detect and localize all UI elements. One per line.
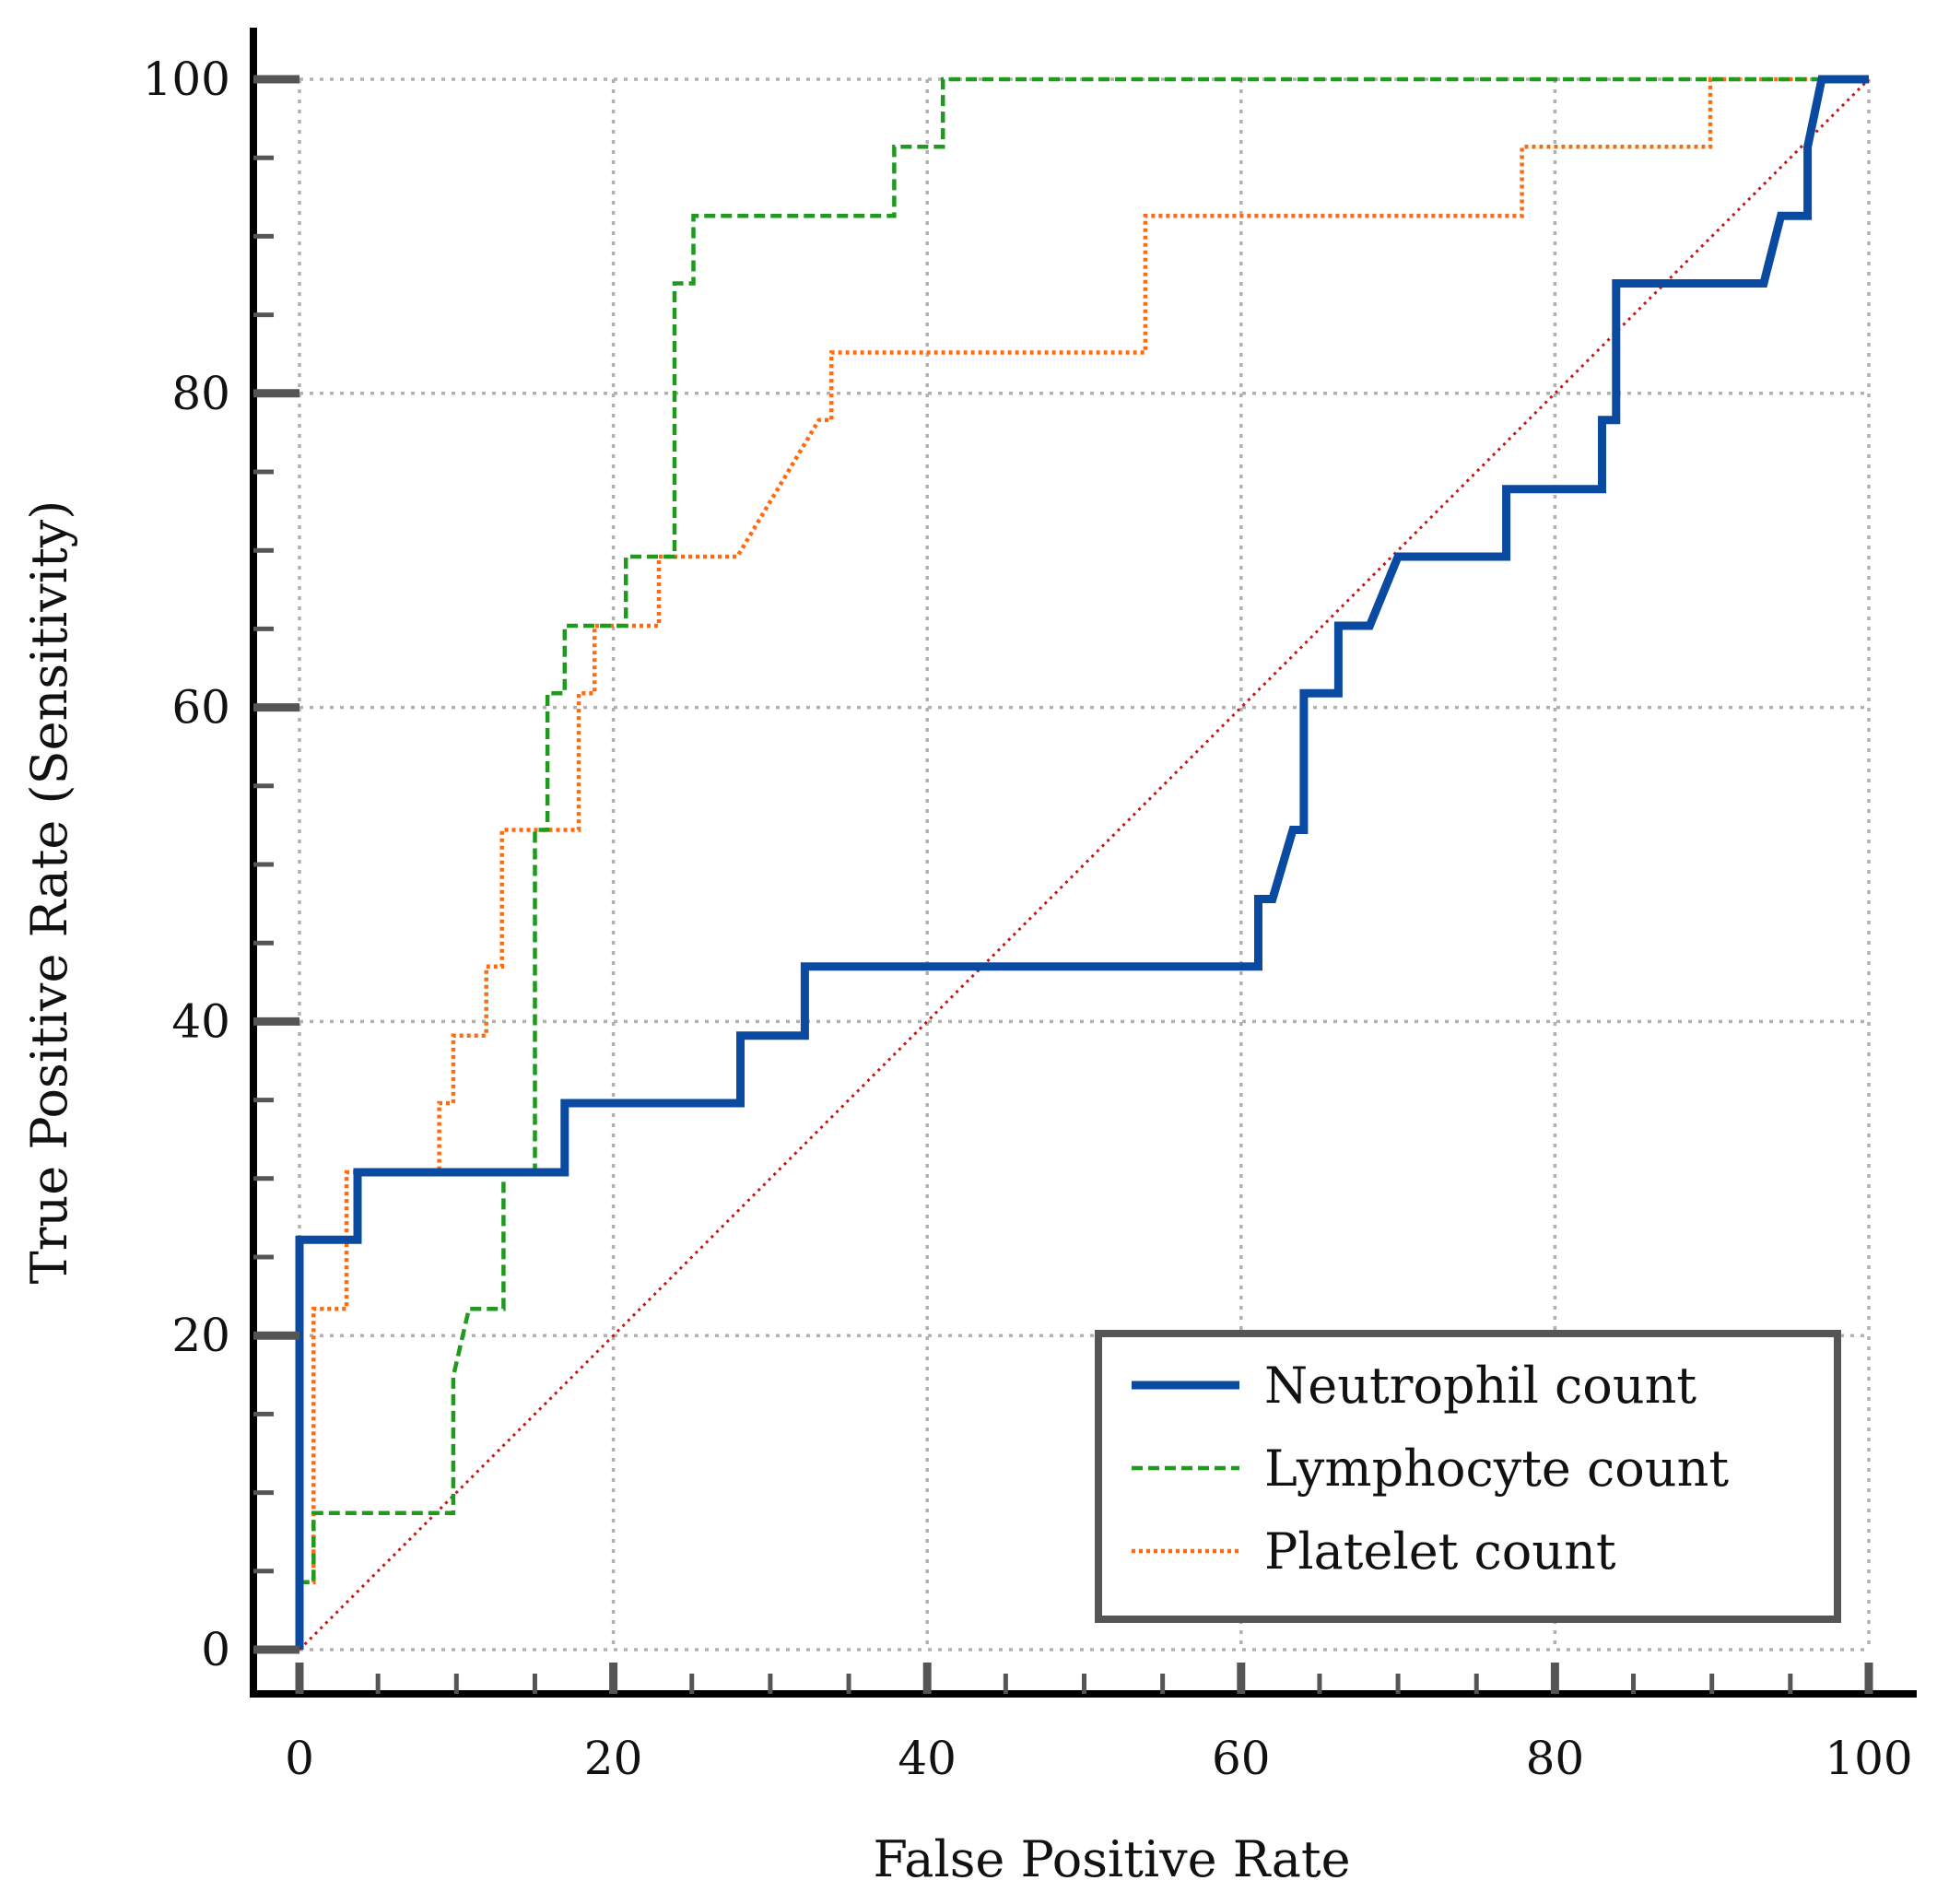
x-axis-title: False Positive Rate — [873, 1830, 1350, 1888]
y-tick-label-80: 80 — [171, 367, 230, 420]
series-line-neutrophil — [295, 75, 1869, 1650]
x-tick-label-100: 100 — [1825, 1732, 1912, 1785]
x-tick-label-40: 40 — [898, 1732, 957, 1785]
y-tick-label-20: 20 — [171, 1309, 230, 1362]
legend-label-lymphocyte: Lymphocyte count — [1264, 1440, 1729, 1498]
y-tick-label-40: 40 — [171, 994, 230, 1048]
series-line-platelet — [297, 76, 1869, 1650]
reference-line — [298, 77, 1871, 1651]
series-line-lymphocyte — [297, 76, 1869, 1650]
axes: 0 20 40 60 80 100 0 20 40 60 80 100 — [143, 28, 1917, 1785]
y-tick-label-60: 60 — [171, 681, 230, 735]
legend-label-neutrophil: Neutrophil count — [1264, 1357, 1696, 1415]
y-axis-title: True Positive Rate (Sensitivity) — [20, 500, 78, 1285]
y-tick-label-100: 100 — [143, 53, 230, 106]
x-tick-label-20: 20 — [584, 1732, 643, 1785]
x-tick-label-0: 0 — [285, 1732, 314, 1785]
y-tick-label-0: 0 — [201, 1623, 230, 1676]
legend-label-platelet: Platelet count — [1264, 1522, 1616, 1581]
series-lines — [295, 75, 1871, 1651]
x-tick-label-60: 60 — [1212, 1732, 1271, 1785]
legend: Neutrophil count Lymphocyte count Platel… — [1095, 1330, 1841, 1623]
x-tick-label-80: 80 — [1526, 1732, 1585, 1785]
